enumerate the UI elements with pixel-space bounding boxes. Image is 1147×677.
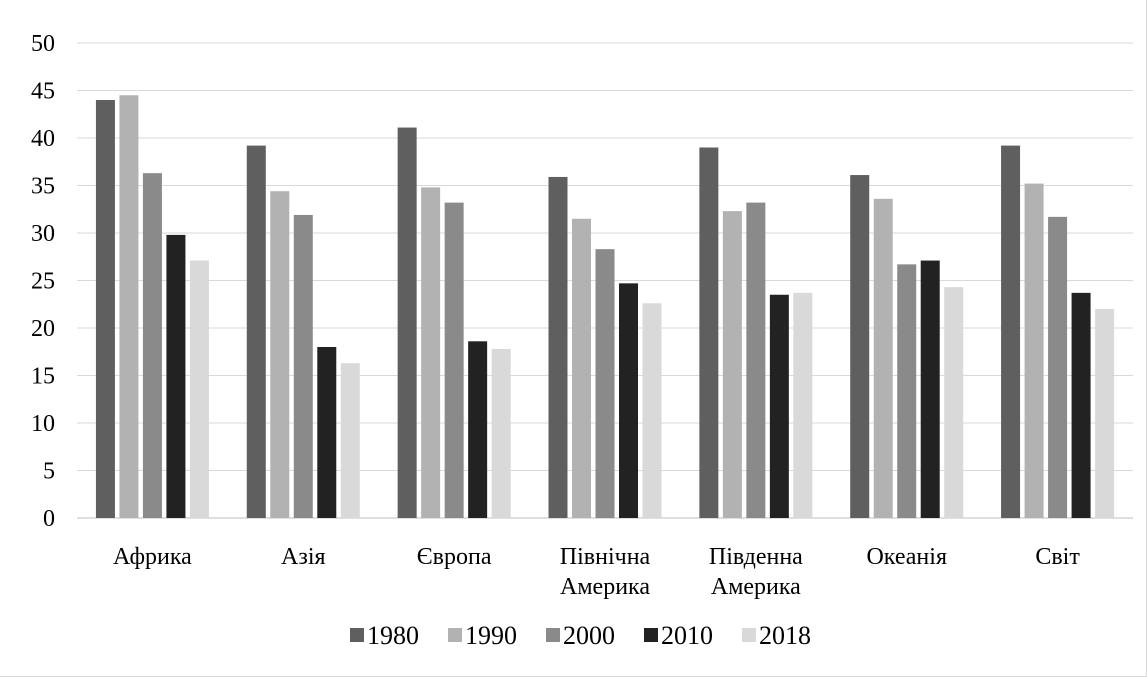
legend-swatch-2000	[546, 628, 560, 642]
y-tick-label: 15	[31, 364, 55, 390]
bar-1980	[397, 127, 417, 519]
bar-2010	[1071, 292, 1091, 518]
bar-2018	[340, 363, 360, 518]
category-label: Південна Америка	[709, 544, 803, 600]
category-label: Світ	[1035, 544, 1080, 570]
bar-2000	[595, 249, 615, 518]
legend: 1980 1990 2000 2010 2018	[350, 621, 811, 650]
bar-2018	[189, 260, 209, 518]
y-tick-label: 20	[31, 316, 55, 342]
bar-2000	[293, 214, 313, 518]
y-tick-label: 40	[31, 126, 55, 152]
legend-swatch-2018	[742, 628, 756, 642]
legend-label: 2000	[563, 621, 615, 650]
y-axis-tick-labels: 0 5 10 15 20 25 30 35 40 45 50	[31, 31, 55, 532]
legend-label: 2018	[759, 621, 811, 650]
bar-1990	[270, 191, 290, 518]
y-tick-label: 25	[31, 269, 55, 295]
y-tick-label: 45	[31, 79, 55, 105]
bar-1980	[850, 175, 870, 519]
y-tick-label: 5	[43, 459, 55, 485]
category-label: Африка	[113, 544, 192, 570]
y-tick-label: 50	[31, 31, 55, 57]
legend-swatch-1980	[350, 628, 364, 642]
bar-2010	[920, 260, 940, 518]
bar-2010	[619, 283, 638, 518]
bar-2018	[491, 348, 511, 518]
bar-1990	[119, 95, 139, 518]
bar-1980	[548, 176, 568, 518]
bar-2010	[166, 234, 186, 518]
bar-1990	[572, 218, 591, 518]
legend-label: 1990	[465, 621, 517, 650]
bar-1990	[1024, 183, 1044, 518]
bar-2010	[468, 341, 488, 518]
category-label: Азія	[281, 544, 326, 570]
y-tick-label: 30	[31, 221, 55, 247]
legend-swatch-1990	[448, 628, 462, 642]
bar-2010	[317, 347, 337, 518]
bar-1980	[95, 100, 115, 518]
legend-label: 2010	[661, 621, 713, 650]
bar-2018	[793, 292, 813, 518]
bar-2000	[444, 202, 464, 518]
category-label: Європа	[417, 544, 492, 570]
bar-1990	[421, 187, 441, 518]
bar-1990	[873, 198, 893, 519]
bar-1980	[699, 147, 719, 518]
y-tick-label: 0	[43, 506, 55, 532]
y-tick-label: 35	[31, 174, 55, 200]
bar-2018	[944, 287, 964, 518]
bar-1980	[246, 145, 266, 518]
bar-2000	[142, 173, 162, 518]
y-tick-label: 10	[31, 411, 55, 437]
category-label: Північна Америка	[560, 544, 651, 600]
category-label: Океанія	[866, 544, 947, 570]
bar-1980	[1001, 145, 1021, 518]
bar-2000	[1048, 216, 1068, 518]
bar-2018	[1095, 309, 1115, 518]
bar-1990	[722, 211, 742, 518]
x-axis-category-labels: Африка Азія Європа Північна Америка Південна А…	[113, 544, 1080, 600]
bar-2010	[769, 294, 789, 518]
bar-2000	[746, 202, 766, 518]
bar-2018	[642, 303, 662, 518]
bar-2000	[897, 264, 917, 518]
legend-swatch-2010	[644, 628, 658, 642]
legend-label: 1980	[367, 621, 419, 650]
bars	[95, 95, 1115, 519]
